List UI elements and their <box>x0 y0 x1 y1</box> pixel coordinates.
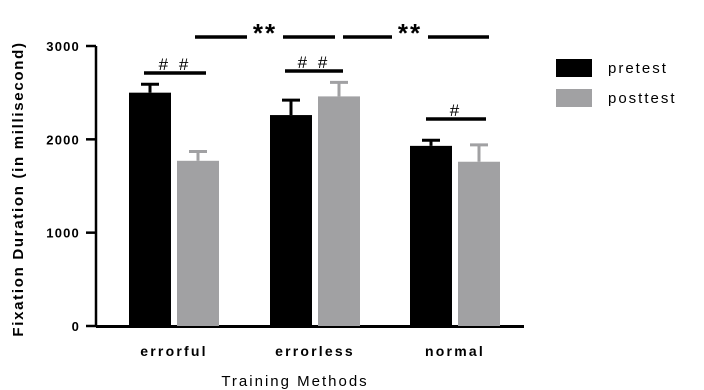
bar-posttest-normal <box>458 161 500 326</box>
y-axis-title: Fixation Duration (in millisecond) <box>10 41 27 336</box>
bar-posttest-errorful <box>177 160 219 326</box>
legend-swatch-posttest <box>556 89 592 107</box>
legend-label-posttest: posttest <box>608 90 677 107</box>
y-tick-label: 3000 <box>46 39 80 54</box>
bar-pretest-errorful <box>129 92 171 327</box>
legend: pretest posttest <box>556 59 677 107</box>
y-ticks: 0 1000 2000 3000 <box>46 39 96 334</box>
significance-label: # # <box>159 55 192 74</box>
significance-label: ** <box>253 18 277 48</box>
y-tick-label: 1000 <box>46 226 80 241</box>
bars-group <box>129 92 500 327</box>
significance-label-bg <box>247 26 283 42</box>
significance-label: # # <box>298 53 331 72</box>
bar-pretest-normal <box>410 145 452 326</box>
significance-annotations: # # # # # ** ** <box>144 18 489 121</box>
legend-swatch-pretest <box>556 59 592 77</box>
legend-label-pretest: pretest <box>608 60 668 77</box>
significance-label: ** <box>398 18 422 48</box>
y-tick-label: 0 <box>72 319 80 334</box>
x-tick-label: errorless <box>275 343 355 359</box>
bar-pretest-errorless <box>270 115 312 326</box>
y-tick-label: 2000 <box>46 132 80 147</box>
significance-label-bg <box>392 26 428 42</box>
x-tick-labels: errorful errorless normal <box>140 343 485 359</box>
error-bars-group <box>141 80 488 162</box>
x-tick-label: normal <box>425 343 485 359</box>
x-axis-title: Training Methods <box>221 373 368 390</box>
x-tick-label: errorful <box>140 343 207 359</box>
bar-posttest-errorless <box>318 96 360 327</box>
significance-label: # <box>450 101 462 120</box>
